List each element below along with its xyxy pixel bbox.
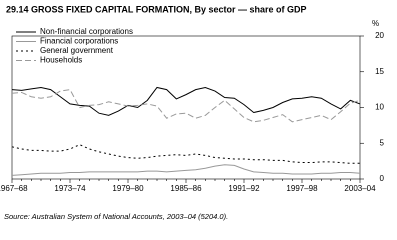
x-tick-label: 2003–04 [344, 184, 376, 193]
x-tick-label: 1997–98 [286, 184, 318, 193]
y-tick-label: 0 [380, 174, 385, 183]
x-tick-label: 1973–74 [54, 184, 86, 193]
chart-title: 29.14 GROSS FIXED CAPITAL FORMATION, By … [6, 4, 307, 14]
x-tick-label: 1985–86 [170, 184, 202, 193]
x-tick-label: 1967–68 [0, 184, 28, 193]
y-tick-label: 15 [375, 67, 384, 76]
chart: 29.14 GROSS FIXED CAPITAL FORMATION, By … [0, 4, 385, 221]
y-tick-label: 10 [375, 103, 384, 112]
y-tick-label: 5 [380, 138, 385, 147]
legend-label: Non-financial corporations [40, 27, 133, 36]
x-tick-label: 1979–80 [112, 184, 144, 193]
series-line [11, 89, 361, 123]
source-note: Source: Australian System of National Ac… [4, 212, 228, 221]
legend-label: Households [40, 56, 82, 65]
x-tick-label: 1991–92 [228, 184, 260, 193]
series-line [11, 144, 360, 164]
y-axis-label: % [372, 19, 379, 28]
series-line [11, 86, 361, 116]
series-line [11, 164, 361, 176]
legend-label: Financial corporations [40, 37, 118, 46]
legend-label: General government [40, 46, 114, 55]
y-tick-label: 20 [375, 31, 384, 40]
